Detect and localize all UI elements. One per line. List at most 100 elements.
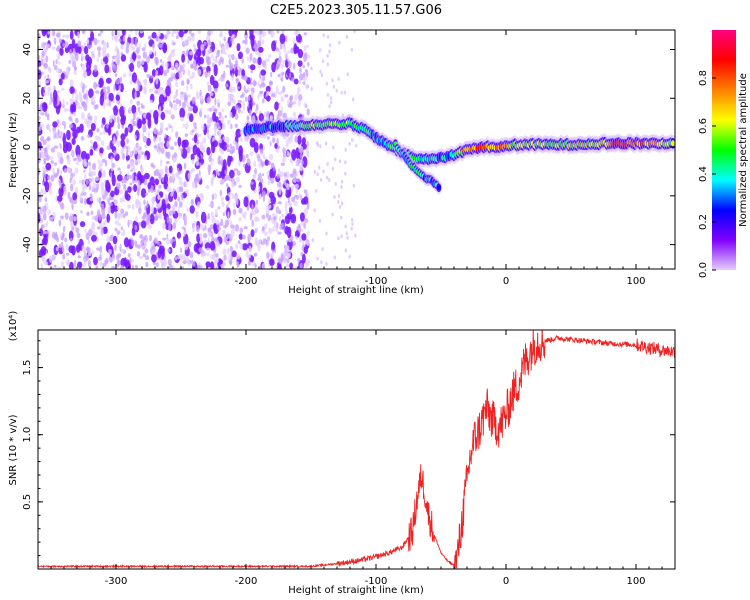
noise-point (95, 232, 98, 237)
noise-point (254, 44, 259, 52)
spectrogram-marks (38, 30, 675, 269)
noise-point (127, 186, 132, 194)
noise-point (114, 244, 117, 251)
noise-point (207, 164, 212, 172)
noise-point (292, 37, 295, 46)
noise-point (338, 205, 342, 209)
noise-point (112, 64, 118, 72)
noise-point (98, 77, 104, 88)
noise-point (272, 137, 276, 144)
noise-point (114, 46, 119, 53)
noise-point (167, 55, 171, 62)
noise-point (200, 224, 204, 231)
noise-point (50, 147, 56, 153)
noise-point (47, 88, 50, 97)
noise-point (128, 70, 132, 77)
noise-point (85, 232, 90, 240)
noise-point (171, 125, 174, 133)
noise-point (142, 244, 145, 250)
noise-point (212, 112, 217, 122)
noise-point (348, 254, 351, 259)
noise-point (100, 182, 105, 190)
noise-point (286, 50, 291, 54)
noise-point (231, 53, 235, 61)
noise-point (93, 64, 98, 73)
noise-point (42, 166, 46, 173)
noise-point (200, 145, 206, 153)
noise-point (106, 235, 111, 244)
noise-point (65, 243, 69, 251)
noise-point (112, 254, 115, 259)
noise-point (261, 262, 266, 269)
noise-point (154, 236, 158, 244)
noise-point (130, 43, 134, 51)
noise-point (212, 57, 215, 61)
noise-point (179, 107, 186, 119)
noise-point (66, 129, 71, 141)
noise-point (139, 234, 144, 239)
noise-point (128, 126, 131, 132)
noise-point (121, 196, 126, 203)
noise-point (129, 79, 133, 85)
noise-point (268, 81, 273, 86)
noise-point (164, 165, 168, 174)
noise-point (83, 248, 86, 257)
noise-point (236, 197, 239, 206)
noise-point (140, 167, 144, 175)
noise-point (277, 181, 282, 188)
noise-point (182, 123, 186, 128)
noise-point (221, 108, 224, 113)
noise-point (112, 205, 119, 212)
noise-point (139, 30, 144, 34)
noise-point (220, 264, 225, 268)
noise-point (287, 237, 292, 243)
noise-point (148, 49, 153, 55)
noise-point (165, 151, 170, 159)
noise-point (166, 140, 170, 148)
noise-point (214, 126, 217, 134)
noise-point (85, 246, 90, 252)
noise-point (265, 209, 270, 214)
noise-point (295, 189, 299, 194)
noise-point (258, 162, 262, 168)
noise-point (217, 206, 221, 210)
noise-point (237, 99, 242, 104)
noise-point (261, 190, 266, 198)
noise-point (44, 197, 48, 203)
noise-point (224, 236, 228, 243)
noise-point (52, 121, 58, 128)
noise-point (286, 150, 289, 156)
noise-point (99, 261, 103, 267)
snr-marks (38, 330, 675, 569)
noise-point (46, 123, 50, 131)
noise-point (238, 184, 242, 188)
noise-point (196, 233, 201, 243)
noise-point (129, 256, 132, 264)
noise-point (286, 258, 290, 264)
colorbar-gradient (712, 30, 736, 270)
noise-point (235, 224, 239, 232)
noise-point (227, 101, 232, 107)
noise-point (254, 263, 257, 269)
noise-point (190, 199, 194, 206)
noise-point (235, 176, 240, 183)
noise-point (48, 78, 52, 82)
noise-point (266, 190, 270, 196)
noise-point (265, 95, 271, 102)
noise-point (62, 253, 66, 260)
noise-point (184, 243, 189, 251)
noise-point (150, 188, 154, 193)
noise-point (255, 227, 259, 232)
noise-point (267, 218, 271, 222)
noise-point (106, 145, 111, 151)
noise-point (88, 184, 92, 191)
noise-point (124, 127, 129, 137)
noise-point (69, 98, 74, 105)
noise-point (62, 143, 68, 154)
branch-point (436, 185, 441, 191)
noise-point (111, 174, 116, 187)
colorbar-label: Normalized spectral amplitude (738, 73, 749, 227)
noise-point (178, 99, 182, 107)
noise-point (153, 136, 156, 143)
noise-point (120, 264, 125, 269)
